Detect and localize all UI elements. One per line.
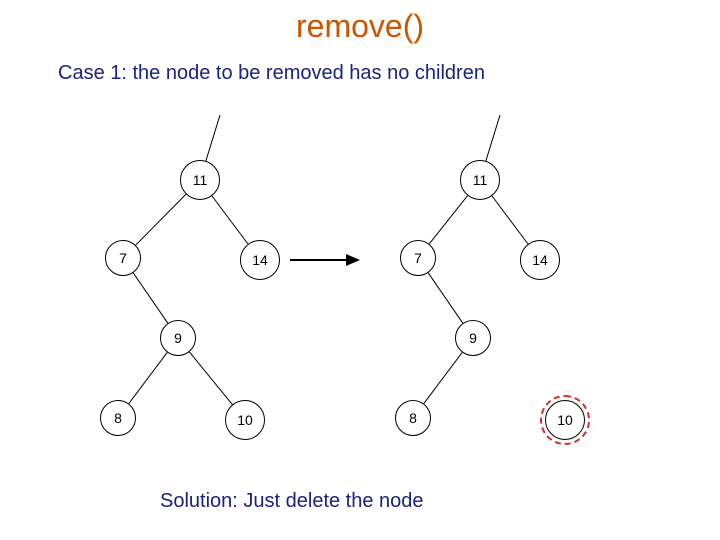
tree-node: 10	[225, 400, 265, 440]
tree-node: 14	[520, 240, 560, 280]
tree-node: 7	[400, 240, 436, 276]
tree-node: 9	[160, 320, 196, 356]
tree-node: 8	[100, 400, 136, 436]
removed-node-marker	[540, 395, 590, 445]
tree-node: 11	[180, 160, 220, 200]
tree-node: 11	[460, 160, 500, 200]
tree-node: 14	[240, 240, 280, 280]
tree-node: 9	[455, 320, 491, 356]
tree-node: 8	[395, 400, 431, 436]
tree-node: 7	[105, 240, 141, 276]
diagram-nodes: 117149810117149810	[0, 0, 720, 540]
